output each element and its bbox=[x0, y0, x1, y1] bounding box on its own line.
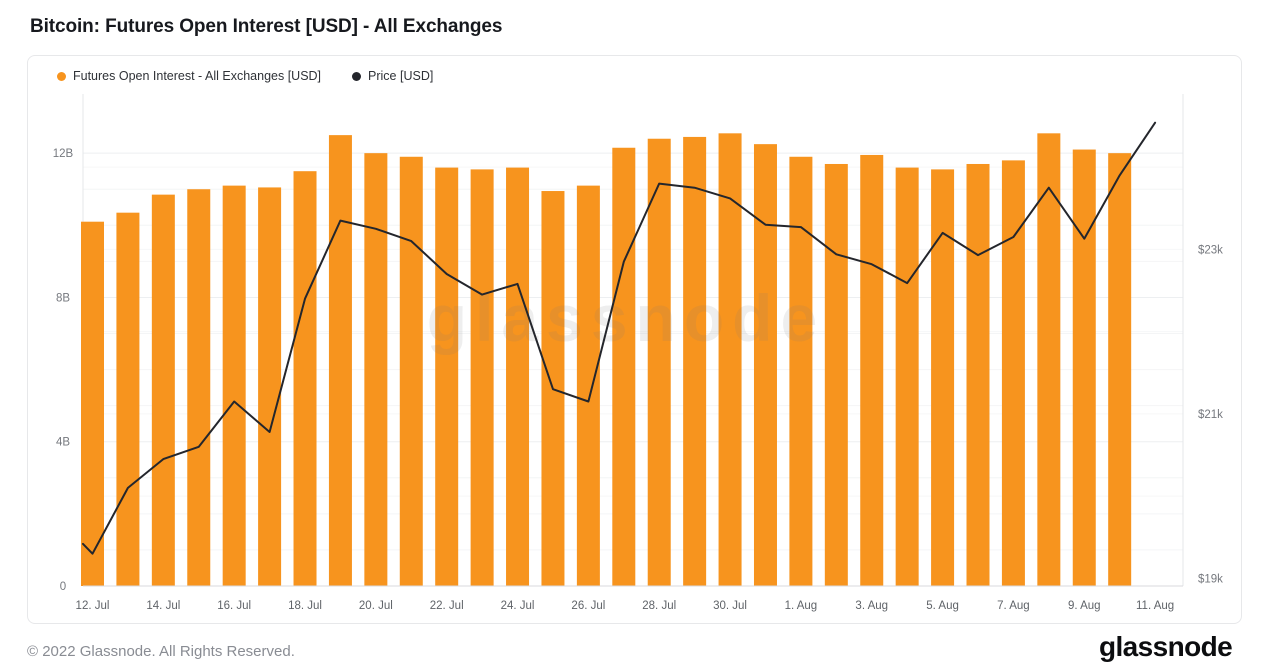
x-axis-tick-label: 22. Jul bbox=[430, 600, 464, 612]
oi-bar[interactable] bbox=[789, 156, 813, 586]
oi-bar[interactable] bbox=[506, 167, 530, 586]
oi-bar[interactable] bbox=[187, 189, 211, 587]
oi-bar[interactable] bbox=[151, 194, 175, 586]
oi-bar[interactable] bbox=[647, 138, 671, 586]
x-axis-tick-label: 7. Aug bbox=[997, 600, 1030, 612]
right-axis-tick-label: $19k bbox=[1198, 573, 1223, 585]
oi-bar[interactable] bbox=[1001, 160, 1025, 586]
oi-bar[interactable] bbox=[931, 169, 955, 586]
legend-marker-open-interest-icon bbox=[57, 71, 66, 81]
oi-bar[interactable] bbox=[1108, 153, 1132, 586]
oi-bar[interactable] bbox=[470, 169, 494, 586]
x-axis-tick-label: 20. Jul bbox=[359, 600, 393, 612]
footer-copyright: © 2022 Glassnode. All Rights Reserved. bbox=[27, 643, 295, 660]
x-axis-tick-label: 14. Jul bbox=[146, 600, 180, 612]
x-axis-tick-label: 28. Jul bbox=[642, 600, 676, 612]
left-axis-tick-label: 0 bbox=[60, 581, 66, 593]
oi-bar[interactable] bbox=[435, 167, 459, 586]
oi-bar[interactable] bbox=[576, 185, 600, 587]
oi-bar[interactable] bbox=[753, 144, 777, 586]
x-axis-tick-label: 18. Jul bbox=[288, 600, 322, 612]
x-axis-tick-label: 30. Jul bbox=[713, 600, 747, 612]
oi-bar[interactable] bbox=[966, 163, 990, 586]
oi-bar[interactable] bbox=[612, 147, 636, 586]
legend-label-open-interest: Futures Open Interest - All Exchanges [U… bbox=[73, 69, 322, 83]
oi-bar[interactable] bbox=[1037, 133, 1061, 586]
left-axis-tick-label: 12B bbox=[53, 148, 74, 160]
glassnode-logo: glassnode bbox=[1099, 631, 1233, 662]
oi-bar[interactable] bbox=[683, 136, 707, 586]
page-title: Bitcoin: Futures Open Interest [USD] - A… bbox=[30, 15, 503, 37]
legend-item-open-interest[interactable]: Futures Open Interest - All Exchanges [U… bbox=[57, 69, 321, 83]
oi-bar[interactable] bbox=[222, 185, 246, 587]
oi-bar[interactable] bbox=[860, 154, 884, 586]
oi-bar[interactable] bbox=[116, 212, 140, 586]
chart-card: Futures Open Interest - All Exchanges [U… bbox=[27, 55, 1242, 624]
oi-bar[interactable] bbox=[364, 153, 388, 586]
x-axis-tick-label: 16. Jul bbox=[217, 600, 251, 612]
x-axis-tick-label: 5. Aug bbox=[926, 600, 959, 612]
right-axis-tick-label: $21k bbox=[1198, 409, 1223, 421]
oi-bar[interactable] bbox=[1072, 149, 1096, 586]
oi-bar[interactable] bbox=[81, 221, 104, 586]
oi-bar[interactable] bbox=[895, 167, 919, 586]
right-axis-tick-label: $23k bbox=[1198, 244, 1223, 256]
legend: Futures Open Interest - All Exchanges [U… bbox=[57, 67, 433, 85]
left-axis-tick-label: 4B bbox=[56, 437, 70, 449]
legend-marker-price-icon bbox=[352, 71, 362, 81]
oi-bar[interactable] bbox=[258, 187, 282, 586]
x-axis-tick-label: 12. Jul bbox=[76, 600, 110, 612]
legend-label-price: Price [USD] bbox=[368, 69, 434, 83]
x-axis-tick-label: 26. Jul bbox=[571, 600, 605, 612]
oi-bar[interactable] bbox=[328, 135, 352, 586]
x-axis-tick-label: 24. Jul bbox=[501, 600, 535, 612]
x-axis-tick-label: 3. Aug bbox=[855, 600, 888, 612]
x-axis-tick-label: 1. Aug bbox=[785, 600, 818, 612]
price-line[interactable] bbox=[82, 121, 1157, 555]
x-axis-tick-label: 11. Aug bbox=[1136, 600, 1174, 612]
oi-bar[interactable] bbox=[399, 156, 423, 586]
left-axis-tick-label: 8B bbox=[56, 292, 70, 304]
chart-plot-area[interactable]: glassnode 0 4B 8B 12B $19k $21k $23k 12. Jul 14. … bbox=[28, 56, 1243, 625]
watermark: glassnode bbox=[427, 281, 825, 355]
oi-bar[interactable] bbox=[718, 133, 742, 586]
legend-item-price[interactable]: Price [USD] bbox=[352, 69, 433, 83]
oi-bar[interactable] bbox=[293, 171, 317, 586]
x-axis-tick-label: 9. Aug bbox=[1068, 600, 1101, 612]
oi-bar[interactable] bbox=[824, 163, 848, 586]
